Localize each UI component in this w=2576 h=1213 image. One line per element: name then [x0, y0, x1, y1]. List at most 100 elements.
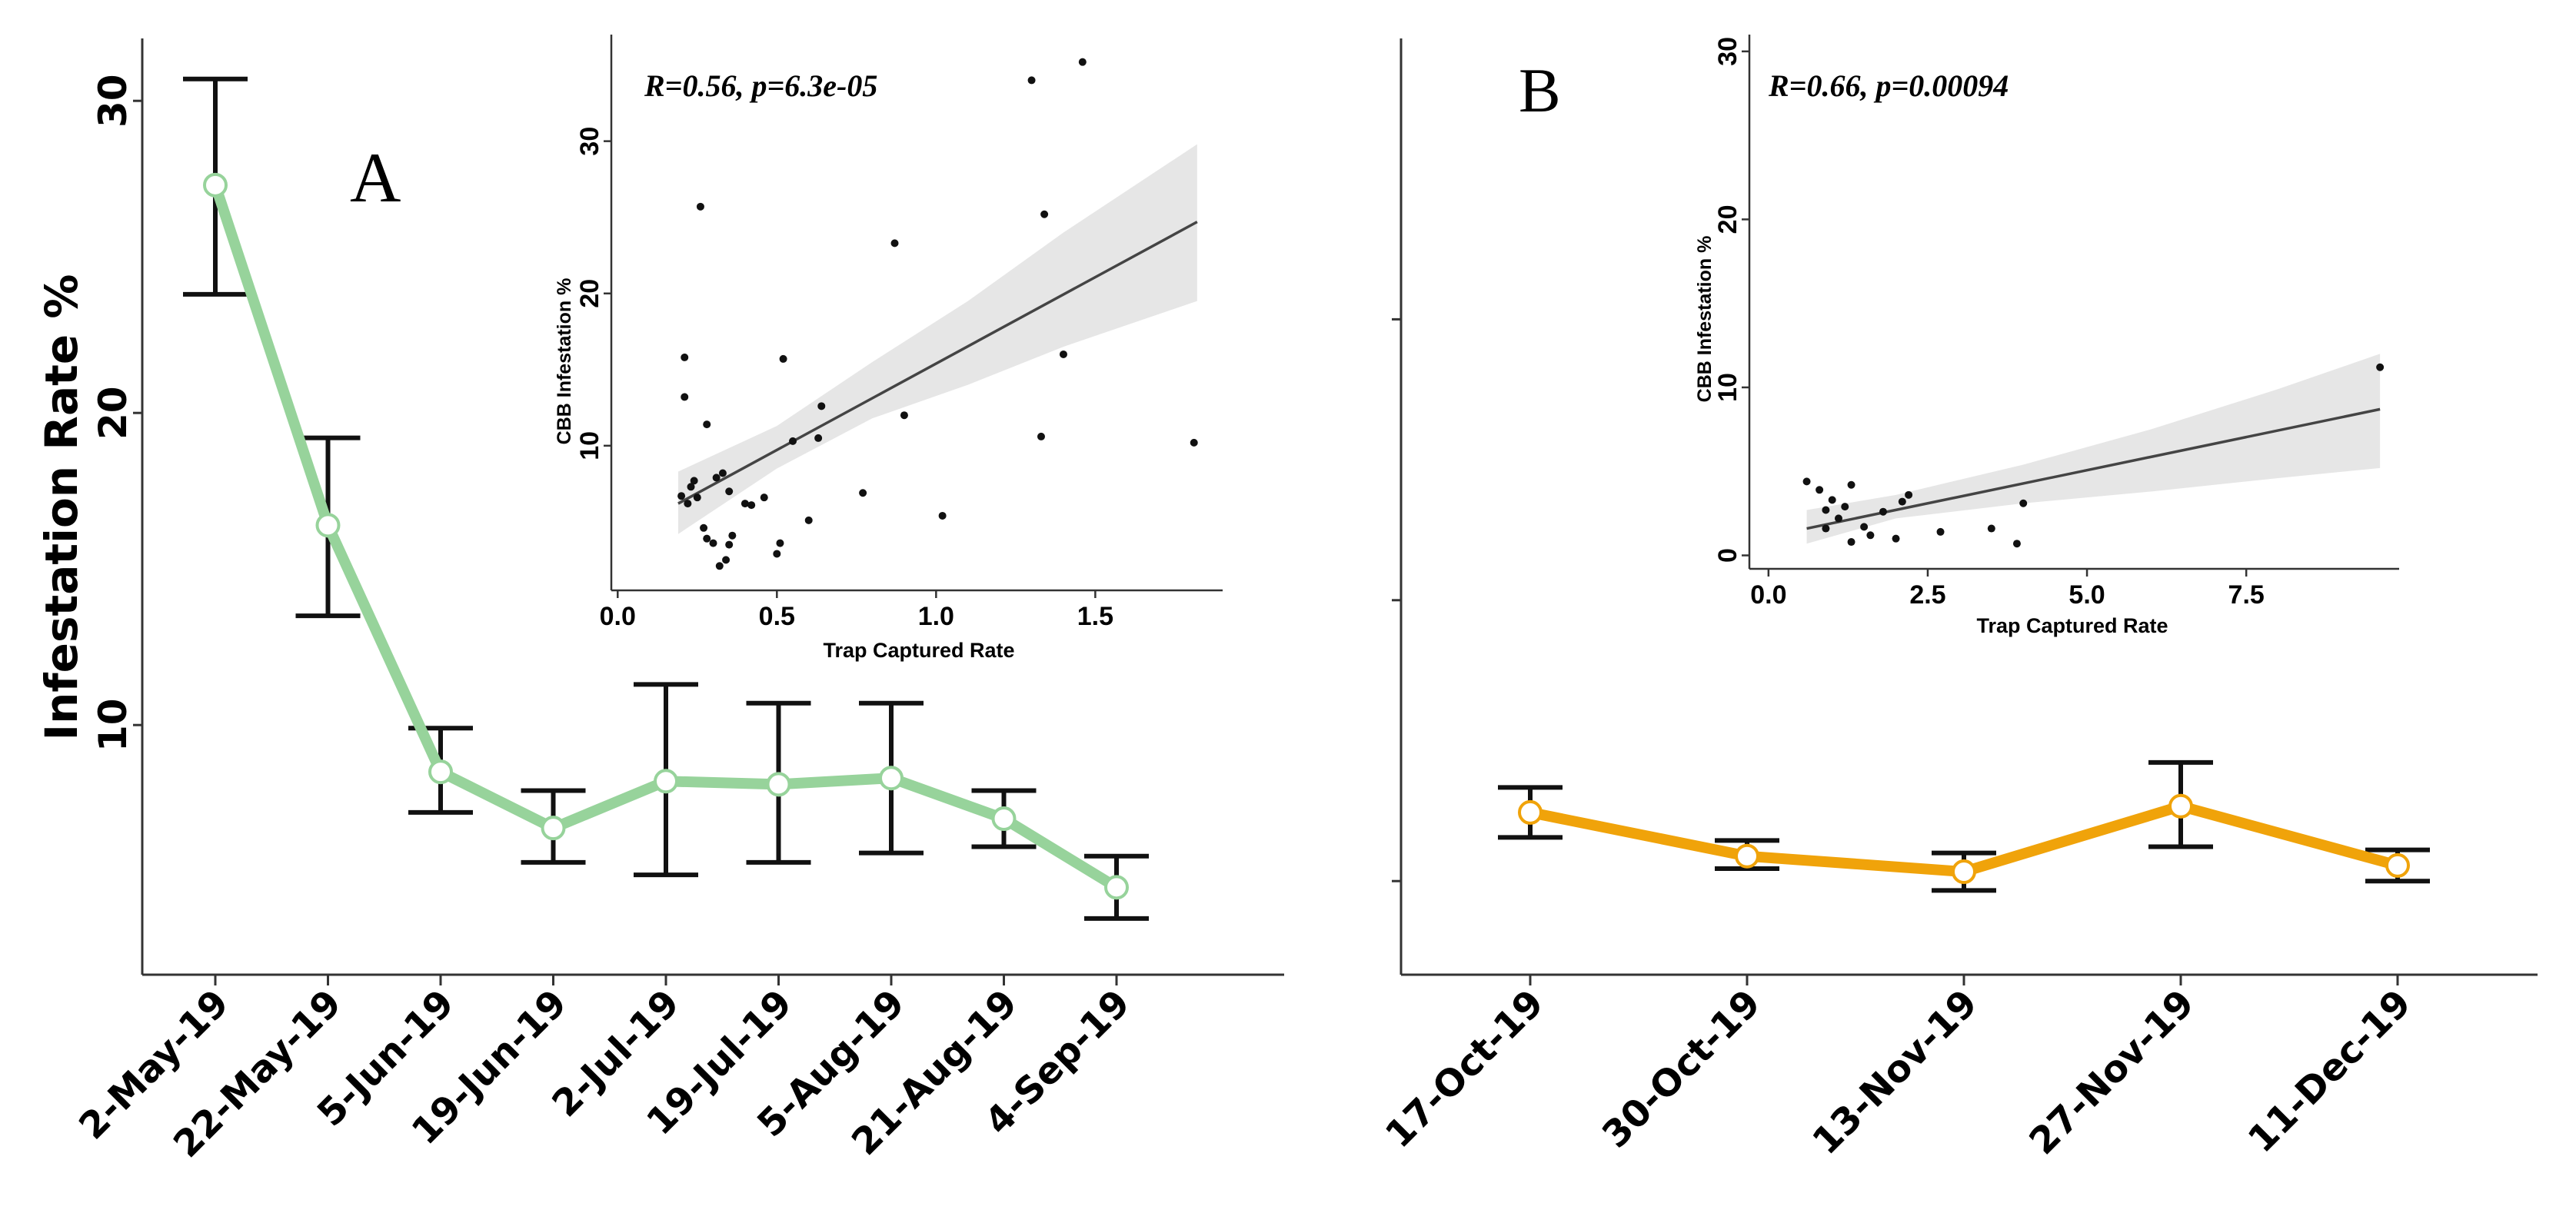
scatter-point — [681, 393, 689, 401]
scatter-point — [1898, 497, 1906, 506]
panel-a: Infestation Rate % A 10 20 30 2-May-1922-M… — [35, 35, 1284, 1166]
data-point — [654, 769, 678, 794]
scatter-point — [1892, 534, 1900, 543]
y-tick-label: 20 — [91, 386, 135, 440]
scatter-point — [1078, 58, 1087, 66]
scatter-point — [859, 489, 867, 497]
inset-b-annotation: R=0.66, p=0.00094 — [1768, 68, 2009, 103]
inset-y-tick-label: 10 — [575, 431, 604, 460]
scatter-point — [1987, 524, 1995, 533]
scatter-point — [2012, 540, 2021, 548]
scatter-point — [817, 402, 826, 410]
panel-a-inset: 0.0 0.5 1.0 1.5 10 20 30 R=0.56, p=6.3e-05 Tr… — [554, 35, 1223, 662]
panel-a-points — [203, 172, 1129, 900]
panel-b: B 17-Oct-19 30-Oct-19 13-Nov-19 27-Nov-19 11… — [1377, 35, 2538, 1163]
scatter-point — [718, 469, 727, 477]
scatter-point — [900, 411, 908, 420]
inset-a-points — [677, 58, 1198, 570]
scatter-point — [776, 539, 784, 547]
panel-b-label: B — [1519, 55, 1561, 125]
scatter-point — [1059, 350, 1067, 358]
panel-b-inset: 0.0 2.5 5.0 7.5 0 10 20 30 R=0.66, p=0.00094 T… — [1694, 35, 2399, 637]
scatter-point — [1841, 503, 1849, 511]
scatter-point — [712, 474, 721, 482]
data-point — [541, 816, 566, 841]
panel-a-x-ticks: 2-May-1922-May-195-Jun-1919-Jun-192-Jul-… — [71, 975, 1138, 1166]
inset-x-tick-label: 0.0 — [1750, 580, 1786, 610]
inset-y-tick-label: 10 — [1713, 373, 1742, 402]
scatter-point — [687, 483, 695, 491]
inset-y-tick-label: 20 — [575, 279, 604, 308]
panel-b-points — [1518, 793, 2410, 885]
inset-a-ylabel: CBB Infestation % — [554, 278, 575, 445]
scatter-point — [890, 239, 899, 248]
scatter-point — [1037, 432, 1045, 440]
inset-b-x-ticks: 0.0 2.5 5.0 7.5 — [1750, 569, 2265, 610]
panel-a-label: A — [350, 138, 401, 217]
inset-a-annotation: R=0.56, p=6.3e-05 — [644, 68, 877, 103]
data-point — [766, 772, 791, 797]
inset-a-y-ticks: 10 20 30 — [575, 127, 611, 460]
scatter-point — [1816, 486, 1824, 494]
data-point — [315, 513, 341, 538]
x-tick-label: 30-Oct-19 — [1594, 982, 1769, 1156]
x-tick-label: 11-Dec-19 — [2240, 982, 2420, 1161]
data-point — [1952, 859, 1976, 885]
scatter-point — [700, 523, 708, 532]
x-tick-label: 17-Oct-19 — [1377, 982, 1552, 1156]
y-tick-label: 10 — [91, 698, 135, 752]
scatter-point — [725, 487, 734, 496]
scatter-point — [2019, 499, 2028, 507]
scatter-point — [690, 477, 698, 485]
x-tick-label: 27-Nov-19 — [2021, 982, 2202, 1163]
scatter-point — [773, 550, 781, 558]
scatter-point — [696, 202, 704, 211]
scatter-point — [938, 511, 947, 520]
scatter-point — [725, 540, 734, 549]
inset-a-fit-line — [677, 221, 1198, 505]
scatter-point — [703, 534, 711, 543]
scatter-point — [681, 353, 689, 361]
inset-y-tick-label: 20 — [1713, 204, 1742, 234]
panel-b-x-ticks: 17-Oct-19 30-Oct-19 13-Nov-19 27-Nov-19 11-D… — [1377, 975, 2419, 1163]
y-tick-label: 30 — [91, 74, 135, 128]
scatter-point — [779, 354, 787, 363]
scatter-point — [741, 500, 749, 508]
panel-a-y-ticks: 10 20 30 — [91, 74, 142, 752]
scatter-point — [703, 420, 711, 429]
inset-y-tick-label: 30 — [1713, 37, 1742, 66]
scatter-point — [804, 516, 813, 524]
data-point — [203, 172, 228, 198]
scatter-point — [709, 539, 717, 547]
scatter-point — [1879, 507, 1887, 516]
inset-a-xlabel: Trap Captured Rate — [823, 639, 1014, 662]
inset-a-confidence-band — [677, 144, 1197, 534]
scatter-point — [1936, 527, 1945, 536]
panel-a-ylabel: Infestation Rate % — [35, 274, 88, 741]
scatter-point — [747, 501, 756, 510]
scatter-point — [814, 434, 823, 442]
scatter-point — [1847, 480, 1855, 489]
data-point — [879, 766, 904, 791]
data-point — [428, 759, 453, 785]
scatter-point — [1190, 438, 1198, 447]
scatter-point — [677, 492, 686, 500]
inset-x-tick-label: 7.5 — [2228, 580, 2265, 610]
data-point — [2168, 793, 2193, 819]
inset-b-points — [1802, 363, 2385, 548]
data-point — [991, 806, 1017, 831]
scatter-point — [789, 437, 797, 445]
panel-b-y-ticks — [1392, 317, 1401, 882]
inset-b-xlabel: Trap Captured Rate — [1976, 614, 2168, 637]
scatter-point — [1027, 76, 1036, 85]
scatter-point — [693, 494, 701, 502]
scatter-point — [1866, 531, 1875, 540]
scatter-point — [1822, 506, 1830, 514]
inset-a-x-ticks: 0.0 0.5 1.0 1.5 — [600, 590, 1113, 631]
inset-y-tick-label: 0 — [1713, 548, 1742, 563]
scatter-point — [1847, 538, 1855, 547]
data-point — [1735, 843, 1759, 869]
scatter-point — [1822, 524, 1830, 533]
inset-x-tick-label: 0.5 — [759, 602, 795, 631]
